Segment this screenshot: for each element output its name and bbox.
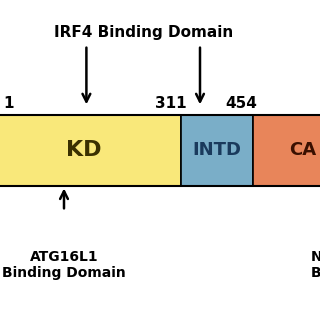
Text: CA: CA	[289, 141, 316, 159]
Text: KD: KD	[66, 140, 102, 160]
Bar	[0, 115, 181, 186]
Text: NOD
Bindin: NOD Bindin	[310, 250, 320, 280]
Text: INTD: INTD	[192, 141, 241, 159]
Text: 454: 454	[226, 97, 258, 111]
Bar	[181, 115, 253, 186]
Text: 1: 1	[3, 97, 14, 111]
Bar	[0, 115, 320, 186]
Bar	[253, 115, 320, 186]
Text: 311: 311	[156, 97, 187, 111]
Text: IRF4 Binding Domain: IRF4 Binding Domain	[54, 25, 234, 39]
Text: ATG16L1
Binding Domain: ATG16L1 Binding Domain	[2, 250, 126, 280]
